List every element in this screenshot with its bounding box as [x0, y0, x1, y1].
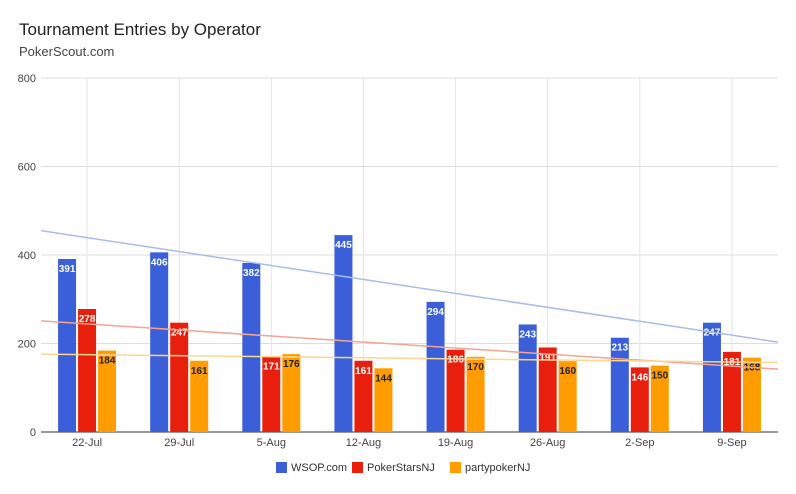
- data-label: 382: [243, 268, 260, 279]
- legend-label: WSOP.com: [291, 462, 347, 474]
- bar: [354, 360, 373, 432]
- bar: [722, 351, 741, 432]
- data-label: 161: [191, 366, 208, 377]
- data-label: 150: [651, 371, 668, 382]
- bar: [426, 301, 445, 432]
- bar: [518, 324, 537, 432]
- trendline: [40, 353, 779, 364]
- data-label: 176: [283, 359, 300, 370]
- x-tick-label: 2-Sep: [625, 437, 654, 449]
- data-label: 278: [79, 314, 96, 325]
- bar: [650, 365, 669, 432]
- x-tick-label: 19-Aug: [438, 437, 473, 449]
- data-label: 191: [539, 352, 556, 363]
- y-tick-label: 0: [30, 427, 36, 439]
- x-tick-label: 26-Aug: [530, 437, 565, 449]
- bar: [538, 347, 557, 432]
- data-label: 171: [263, 361, 280, 372]
- data-label: 170: [467, 362, 484, 373]
- data-label: 247: [704, 328, 721, 339]
- data-label: 184: [99, 356, 116, 367]
- data-label: 445: [335, 240, 352, 251]
- data-label: 161: [355, 366, 372, 377]
- bar: [334, 235, 353, 432]
- data-label: 160: [559, 366, 576, 377]
- bar: [170, 322, 189, 432]
- y-tick-label: 800: [18, 73, 36, 85]
- y-tick-label: 400: [18, 250, 36, 262]
- bar: [558, 361, 577, 432]
- bar: [466, 356, 485, 432]
- bar: [262, 356, 281, 432]
- legend-label: partypokerNJ: [465, 462, 530, 474]
- bar: [98, 350, 117, 432]
- x-tick-label: 12-Aug: [346, 437, 381, 449]
- data-label: 146: [631, 372, 648, 383]
- legend-swatch: [450, 462, 461, 473]
- bar: [282, 354, 301, 432]
- x-tick-label: 9-Sep: [717, 437, 746, 449]
- data-label: 186: [447, 355, 464, 366]
- bar: [150, 252, 169, 432]
- bar: [446, 349, 465, 432]
- bar: [190, 360, 209, 432]
- legend-swatch: [352, 462, 363, 473]
- bar: [742, 357, 761, 432]
- data-label: 247: [171, 328, 188, 339]
- data-label: 294: [427, 307, 444, 318]
- trendline: [40, 229, 779, 343]
- data-label: 391: [59, 264, 76, 275]
- data-label: 406: [151, 257, 168, 268]
- legend-swatch: [276, 462, 287, 473]
- y-tick-label: 600: [18, 162, 36, 174]
- chart-subtitle: PokerScout.com: [19, 44, 115, 59]
- bar: [702, 322, 721, 432]
- x-tick-label: 5-Aug: [257, 437, 286, 449]
- x-tick-label: 29-Jul: [164, 437, 194, 449]
- bar: [242, 262, 261, 432]
- y-tick-label: 200: [18, 339, 36, 351]
- chart-title: Tournament Entries by Operator: [19, 20, 261, 39]
- data-label: 243: [519, 329, 536, 340]
- x-tick-label: 22-Jul: [72, 437, 102, 449]
- bar: [78, 308, 97, 432]
- bar: [58, 258, 77, 432]
- bar: [374, 368, 393, 432]
- legend-label: PokerStarsNJ: [367, 462, 435, 474]
- data-label: 213: [611, 343, 628, 354]
- data-label: 144: [375, 373, 392, 384]
- bar: [630, 367, 649, 432]
